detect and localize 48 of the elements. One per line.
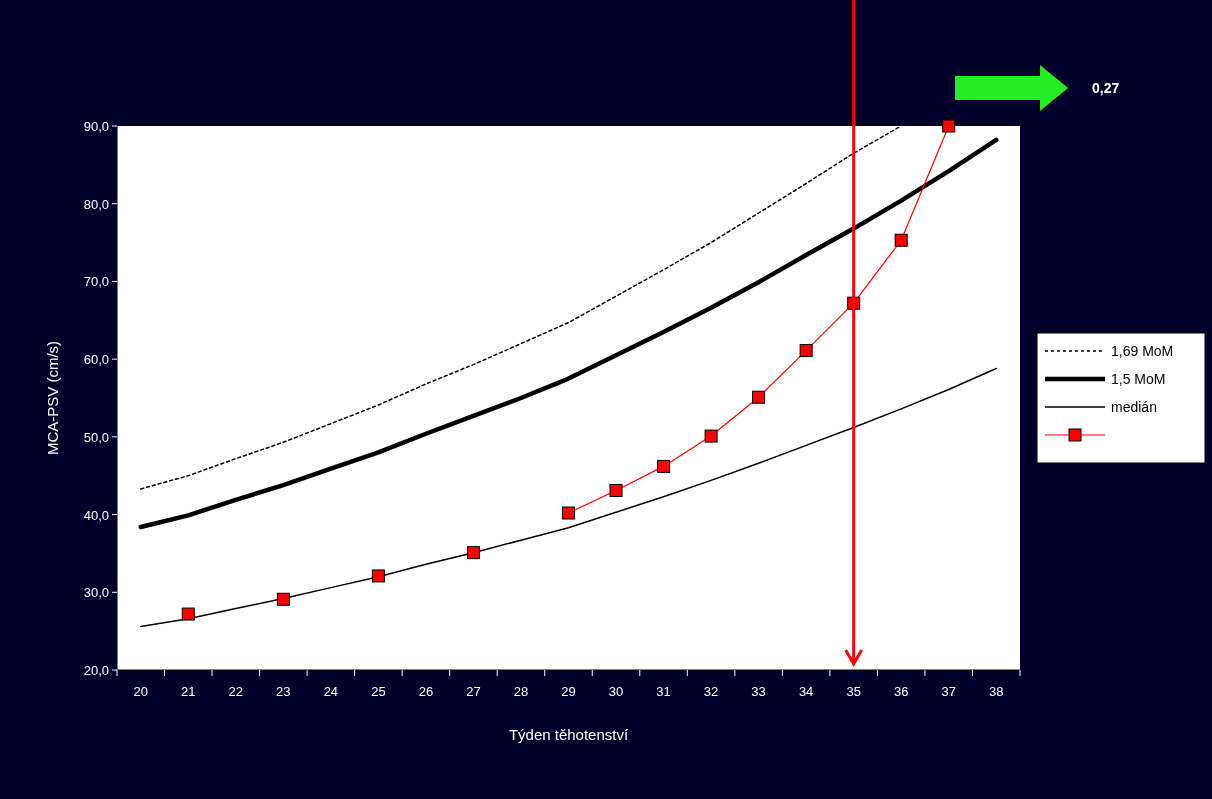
y-tick-label: 70,0 (83, 274, 109, 290)
point (657, 459, 671, 473)
x-tick-label: 25 (371, 684, 386, 699)
point (609, 483, 623, 497)
x-tick-label: 31 (656, 684, 671, 699)
point (704, 429, 718, 443)
point (942, 119, 956, 133)
x-tick-label: 34 (798, 684, 814, 699)
point (894, 233, 908, 247)
x-tick-label: 32 (703, 684, 719, 699)
x-tick-label: 24 (323, 684, 339, 699)
x-tick-label: 26 (418, 684, 434, 699)
x-tick-label: 33 (751, 684, 766, 699)
point (371, 569, 385, 583)
x-tick-label: 29 (561, 684, 576, 699)
legend-label: medián (1111, 399, 1157, 415)
y-tick-label: 50,0 (83, 429, 109, 445)
x-axis-title: Týden těhotenství (508, 726, 629, 743)
legend-label: 1,5 MoM (1111, 371, 1166, 387)
text: 0,27 (1092, 80, 1120, 96)
x-tick-label: 23 (276, 684, 291, 699)
y-tick-label: 30,0 (83, 585, 109, 601)
x-tick-label: 36 (893, 684, 909, 699)
x-tick-label: 20 (133, 684, 148, 699)
line-series (140, 125, 902, 490)
point (276, 592, 290, 606)
y-tick-label: 90,0 (83, 119, 109, 134)
x-tick-label: 28 (513, 684, 529, 699)
y-tick-label: 80,0 (83, 196, 109, 212)
x-tick-label: 22 (228, 684, 244, 699)
x-tick-label: 21 (181, 684, 196, 699)
y-tick-label: 60,0 (83, 352, 109, 368)
x-tick-label: 27 (466, 684, 481, 699)
y-axis-title: MCA-PSV (cm/s) (44, 340, 61, 456)
x-tick-label: 35 (846, 684, 861, 699)
x-tick-label: 30 (608, 684, 624, 699)
line-series (140, 367, 997, 628)
point (466, 546, 480, 560)
line-series (138, 137, 999, 530)
point (799, 344, 813, 358)
legend-label: 1,69 MoM (1111, 343, 1174, 359)
x-tick-label: 37 (941, 684, 956, 699)
point (752, 390, 766, 404)
point (181, 607, 195, 621)
x-tick-label: 38 (989, 684, 1004, 699)
y-tick-label: 20,0 (83, 663, 109, 678)
point (562, 506, 575, 520)
y-tick-label: 40,0 (83, 507, 109, 523)
